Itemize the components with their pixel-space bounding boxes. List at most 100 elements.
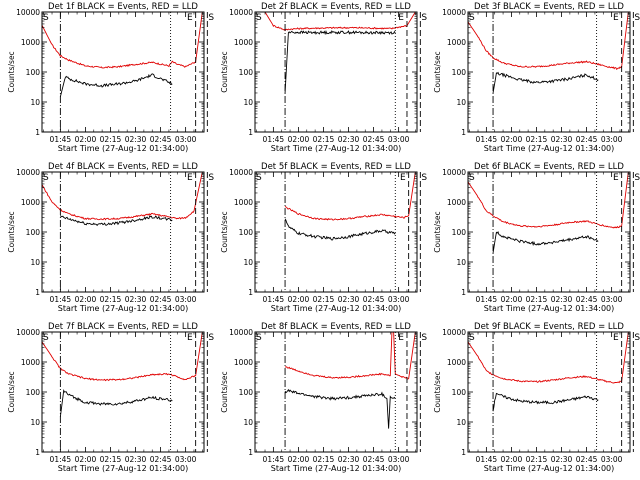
y-axis-label: Counts/sec (433, 371, 442, 412)
x-tick-label: 03:00 (601, 135, 623, 144)
series-events (284, 388, 396, 429)
y-axis-label: Counts/sec (220, 371, 229, 412)
x-tick-label: 02:30 (338, 295, 360, 304)
x-axis-label: Start Time (27-Aug-12 01:34:00) (58, 464, 189, 473)
corner-label: E (187, 173, 193, 183)
series-events (492, 71, 599, 94)
y-tick-label: 10 (456, 258, 466, 267)
x-tick-label: 02:45 (150, 135, 172, 144)
x-tick-label: 02:30 (338, 135, 360, 144)
x-tick-label: 02:15 (526, 455, 548, 464)
corner-label: S (469, 333, 475, 343)
y-tick-label: 10 (30, 418, 40, 427)
x-tick-label: 02:15 (526, 295, 548, 304)
x-tick-label: 02:15 (100, 295, 122, 304)
y-tick-label: 1000 (234, 38, 253, 47)
plot-frame (41, 171, 205, 293)
y-tick-label: 1 (35, 448, 40, 457)
corner-label: S (469, 13, 475, 23)
panel-title: Det 5f BLACK = Events, RED = LLD (261, 162, 411, 172)
series-lld (284, 332, 417, 380)
series-events (284, 29, 396, 93)
x-axis-label: Start Time (27-Aug-12 01:34:00) (58, 304, 189, 313)
panel-title: Det 6f BLACK = Events, RED = LLD (474, 162, 624, 172)
corner-label: E (400, 173, 406, 183)
x-tick-label: 02:15 (100, 455, 122, 464)
corner-label: E (187, 333, 193, 343)
x-tick-label: 03:00 (601, 455, 623, 464)
y-axis-label: Counts/sec (220, 211, 229, 252)
series-events (492, 392, 599, 412)
y-tick-label: 100 (452, 68, 467, 77)
y-tick-label: 100 (26, 388, 41, 397)
corner-label: E (187, 13, 193, 23)
x-axis-label: Start Time (27-Aug-12 01:34:00) (58, 144, 189, 153)
corner-label: S (421, 173, 427, 183)
y-tick-label: 1000 (447, 198, 466, 207)
x-tick-label: 02:45 (150, 455, 172, 464)
y-tick-label: 1000 (21, 38, 40, 47)
series-lld (255, 12, 417, 32)
corner-label: S (421, 13, 427, 23)
y-tick-label: 10000 (229, 168, 253, 177)
corner-label: S (43, 333, 49, 343)
corner-label: E (613, 13, 619, 23)
y-tick-label: 1000 (21, 198, 40, 207)
y-tick-label: 10000 (229, 8, 253, 17)
plot-frame (467, 331, 631, 453)
x-tick-label: 02:00 (288, 455, 310, 464)
y-tick-label: 10000 (442, 168, 466, 177)
x-tick-label: 02:45 (363, 295, 385, 304)
y-tick-label: 100 (239, 68, 254, 77)
x-tick-label: 03:00 (601, 295, 623, 304)
y-tick-label: 100 (239, 388, 254, 397)
plot-frame (41, 11, 205, 133)
corner-label: E (613, 173, 619, 183)
series-lld (468, 12, 630, 70)
x-axis-label: Start Time (27-Aug-12 01:34:00) (484, 144, 615, 153)
series-lld (468, 332, 630, 384)
panel-title: Det 3f BLACK = Events, RED = LLD (474, 2, 624, 12)
x-tick-label: 02:30 (125, 295, 147, 304)
x-tick-label: 01:45 (476, 135, 498, 144)
x-tick-label: 02:30 (551, 455, 573, 464)
corner-label: S (256, 173, 262, 183)
corner-label: S (208, 13, 214, 23)
plot-frame (467, 11, 631, 133)
panel-title: Det 4f BLACK = Events, RED = LLD (48, 162, 198, 172)
x-tick-label: 02:00 (501, 135, 523, 144)
panel-title: Det 9f BLACK = Events, RED = LLD (474, 322, 624, 332)
x-tick-label: 02:30 (125, 455, 147, 464)
series-events (59, 389, 173, 417)
y-tick-label: 1000 (234, 198, 253, 207)
x-tick-label: 01:45 (50, 455, 72, 464)
x-tick-label: 02:15 (526, 135, 548, 144)
x-tick-label: 02:30 (551, 295, 573, 304)
y-tick-label: 1 (461, 128, 466, 137)
corner-label: S (208, 333, 214, 343)
x-tick-label: 02:45 (363, 455, 385, 464)
corner-label: S (256, 13, 262, 23)
x-tick-label: 01:45 (476, 455, 498, 464)
x-tick-label: 02:00 (75, 295, 97, 304)
x-tick-label: 01:45 (263, 295, 285, 304)
panel-title: Det 1f BLACK = Events, RED = LLD (48, 2, 198, 12)
y-tick-label: 10000 (229, 328, 253, 337)
x-tick-label: 02:15 (313, 135, 335, 144)
x-tick-label: 01:45 (263, 455, 285, 464)
y-tick-label: 100 (26, 228, 41, 237)
corner-label: E (613, 333, 619, 343)
corner-label: S (469, 173, 475, 183)
y-axis-label: Counts/sec (7, 371, 16, 412)
series-events (284, 218, 396, 241)
y-axis-label: Counts/sec (433, 51, 442, 92)
y-axis-label: Counts/sec (433, 211, 442, 252)
x-axis-label: Start Time (27-Aug-12 01:34:00) (484, 304, 615, 313)
y-tick-label: 1 (461, 288, 466, 297)
x-tick-label: 02:45 (576, 135, 598, 144)
